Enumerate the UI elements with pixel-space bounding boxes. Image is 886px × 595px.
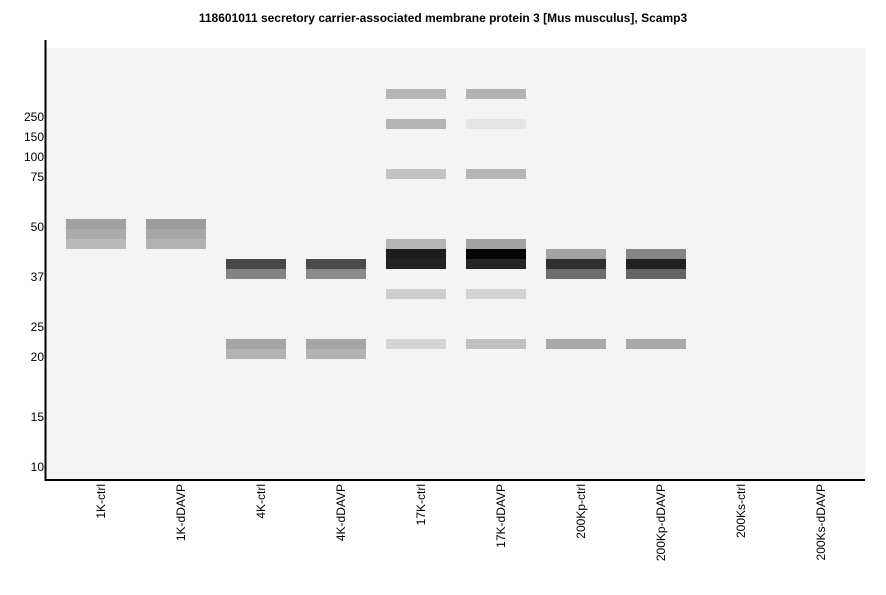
band	[546, 269, 606, 279]
band	[386, 119, 446, 129]
lane-label: 17K-dDAVP	[494, 484, 508, 548]
band	[386, 339, 446, 349]
band	[386, 259, 446, 269]
band	[66, 229, 126, 239]
lane-label: 200Ks-ctrl	[734, 484, 748, 538]
band	[466, 259, 526, 269]
band	[466, 169, 526, 179]
y-tick-label: 50	[31, 220, 45, 234]
band	[386, 169, 446, 179]
band	[386, 289, 446, 299]
band	[626, 249, 686, 259]
band	[306, 339, 366, 349]
band	[146, 229, 206, 239]
band	[466, 89, 526, 99]
chart-title: 118601011 secretory carrier-associated m…	[198, 11, 688, 25]
band	[146, 239, 206, 249]
band	[466, 249, 526, 259]
band	[466, 239, 526, 249]
lane-label: 200Kp-dDAVP	[654, 484, 668, 561]
lane-label: 4K-ctrl	[254, 484, 268, 519]
band	[306, 259, 366, 269]
band	[626, 339, 686, 349]
band	[386, 89, 446, 99]
band	[146, 219, 206, 229]
y-tick-label: 10	[31, 460, 45, 474]
band	[306, 349, 366, 359]
y-tick-label: 75	[31, 170, 45, 184]
band	[466, 119, 526, 129]
y-tick-label: 100	[24, 150, 44, 164]
y-tick-label: 37	[31, 270, 45, 284]
band	[466, 289, 526, 299]
lane-label: 1K-dDAVP	[174, 484, 188, 541]
band	[226, 349, 286, 359]
band	[306, 269, 366, 279]
y-tick-label: 25	[31, 320, 45, 334]
band	[386, 249, 446, 259]
lane-label: 17K-ctrl	[414, 484, 428, 525]
band	[386, 239, 446, 249]
band	[546, 339, 606, 349]
band	[226, 259, 286, 269]
y-tick-label: 15	[31, 410, 45, 424]
band	[626, 259, 686, 269]
band	[466, 339, 526, 349]
plot-area	[45, 48, 865, 480]
y-tick-label: 150	[24, 130, 44, 144]
band	[66, 219, 126, 229]
lane-label: 1K-ctrl	[94, 484, 108, 519]
y-tick-label: 250	[24, 110, 44, 124]
band	[226, 339, 286, 349]
lane-label: 4K-dDAVP	[334, 484, 348, 541]
band	[226, 269, 286, 279]
band	[626, 269, 686, 279]
band	[546, 259, 606, 269]
band	[546, 249, 606, 259]
y-tick-label: 20	[31, 350, 45, 364]
lane-label: 200Ks-dDAVP	[814, 484, 828, 560]
lane-label: 200Kp-ctrl	[574, 484, 588, 539]
band	[66, 239, 126, 249]
